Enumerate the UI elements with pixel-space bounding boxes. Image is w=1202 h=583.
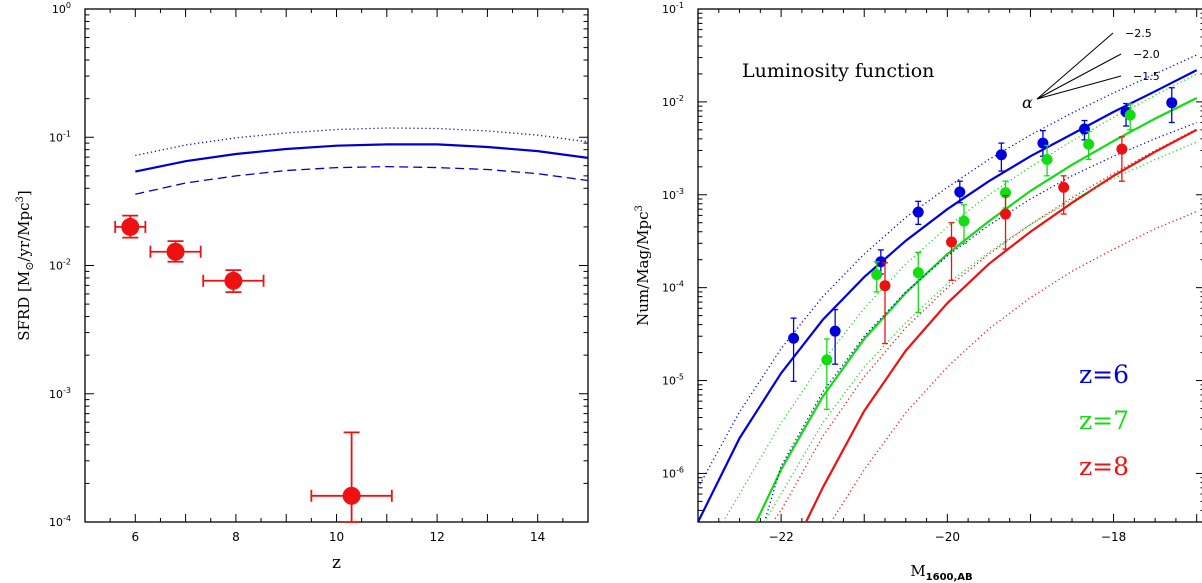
- sfrd-marker: [342, 486, 361, 505]
- right-ytick-label: 10-5: [662, 373, 684, 388]
- lf-marker: [879, 280, 891, 292]
- sfrd-data-point: [202, 269, 265, 294]
- right-y-axis-label: Num/Mag/Mpc3: [634, 205, 652, 326]
- lf-data-point: [788, 317, 800, 383]
- lf-data-point: [821, 338, 833, 410]
- right-ytick-label: 10-4: [662, 280, 684, 295]
- right-xtick-label: −20: [935, 530, 960, 544]
- sfrd-data-point: [149, 240, 202, 263]
- right-ytick-label: 10-3: [662, 187, 684, 202]
- lf-model-line-solid: [805, 128, 1198, 522]
- luminosity-function-annotation: Luminosity function: [742, 60, 934, 82]
- right-ytick-label: 10-1: [662, 1, 684, 16]
- lf-data-point: [1083, 130, 1095, 161]
- legend-z-7: z=7: [1079, 406, 1129, 435]
- left-ytick-label: 10-2: [49, 258, 71, 273]
- lf-data-point: [995, 142, 1007, 172]
- lf-model-line-dotted: [763, 121, 1197, 522]
- sfrd-model-line-solid: [135, 143, 588, 173]
- right-xtick-label: −18: [1101, 530, 1126, 544]
- alpha-value-label: −1.5: [1133, 70, 1160, 83]
- lf-marker: [958, 215, 970, 227]
- lf-marker: [1124, 109, 1136, 121]
- lf-data-point: [1000, 194, 1012, 250]
- lf-marker: [821, 354, 833, 366]
- lf-data-point: [1166, 87, 1178, 124]
- left-panel-sfrd: 6 8 10 12 14 10-4 10-3 10-2 10-1 100 z SFRD [M⊙/yr/…: [15, 1, 589, 573]
- left-xtick-label: 6: [131, 530, 139, 544]
- left-ytick-label: 10-3: [49, 386, 71, 401]
- lf-marker: [875, 256, 887, 268]
- alpha-label: α: [1022, 93, 1033, 112]
- lf-data-point: [875, 249, 887, 275]
- right-frame: [697, 8, 1202, 523]
- lf-marker: [871, 269, 883, 281]
- lf-marker: [829, 325, 841, 337]
- right-panel-luminosity-function: −22 −20 −18 10-6 10-5 10-4 10-3 10-2 10-1 Luminos…: [634, 1, 1202, 583]
- legend-z-6: z=6: [1079, 360, 1129, 389]
- lf-marker: [912, 267, 924, 279]
- left-xtick-label: 8: [232, 530, 240, 544]
- right-x-axis-label: M1600,AB: [910, 562, 972, 583]
- right-ytick-label: 10-2: [662, 94, 684, 109]
- lf-marker: [995, 149, 1007, 161]
- sfrd-model-line-dotted: [135, 127, 588, 157]
- lf-marker: [1000, 208, 1012, 220]
- lf-model-line-solid: [698, 69, 1198, 522]
- left-x-axis-label: z: [332, 553, 341, 573]
- lf-model-line-dotted: [830, 210, 1197, 522]
- left-y-axis-label: SFRD [M⊙/yr/Mpc3]: [15, 190, 36, 341]
- right-ytick-label: 10-6: [662, 465, 684, 480]
- alpha-leader-line: [1036, 53, 1122, 100]
- left-xtick-label: 14: [530, 530, 545, 544]
- lf-marker: [1116, 143, 1128, 155]
- alpha-value-label: −2.0: [1133, 48, 1160, 61]
- left-xtick-label: 10: [329, 530, 344, 544]
- lf-model-line-dotted: [772, 128, 1197, 522]
- lf-data-point: [946, 222, 957, 281]
- alpha-leader-line: [1036, 75, 1122, 100]
- lf-marker: [946, 236, 957, 248]
- lf-marker: [1058, 181, 1070, 193]
- lf-data-point: [1124, 103, 1136, 131]
- lf-data-point: [954, 180, 966, 204]
- lf-data-point: [912, 251, 924, 314]
- sfrd-data-point: [114, 214, 147, 239]
- alpha-leader-line: [1036, 32, 1114, 100]
- lf-data-point: [871, 261, 883, 293]
- alpha-value-label: −2.5: [1125, 27, 1152, 40]
- sfrd-model-line-dashed: [135, 165, 588, 195]
- lf-data-point: [912, 200, 924, 226]
- lf-data-point: [1116, 136, 1128, 182]
- lf-marker: [1083, 138, 1095, 150]
- lf-data-point: [879, 262, 891, 345]
- lf-data-point: [1058, 175, 1070, 215]
- lf-marker: [954, 186, 966, 198]
- sfrd-marker: [121, 217, 140, 236]
- lf-model-line-solid: [755, 97, 1198, 522]
- left-xtick-label: 12: [429, 530, 444, 544]
- left-ytick-label: 10-4: [49, 514, 71, 529]
- left-frame: [84, 8, 589, 523]
- lf-model-line-dotted: [763, 141, 1197, 522]
- lf-marker: [912, 206, 924, 218]
- lf-marker: [788, 332, 800, 344]
- lf-data-point: [829, 308, 841, 365]
- legend-z-8: z=8: [1079, 452, 1129, 481]
- sfrd-marker: [224, 271, 243, 290]
- lf-marker: [1041, 153, 1053, 165]
- lf-model-line-dotted: [722, 73, 1197, 522]
- lf-data-point: [958, 204, 970, 244]
- left-ytick-label: 100: [52, 1, 71, 16]
- lf-marker: [1166, 97, 1178, 109]
- sfrd-marker: [166, 242, 185, 261]
- left-ytick-label: 10-1: [49, 129, 71, 144]
- right-xtick-label: −22: [768, 530, 793, 544]
- sfrd-data-point: [310, 431, 393, 523]
- lf-data-point: [1041, 144, 1053, 177]
